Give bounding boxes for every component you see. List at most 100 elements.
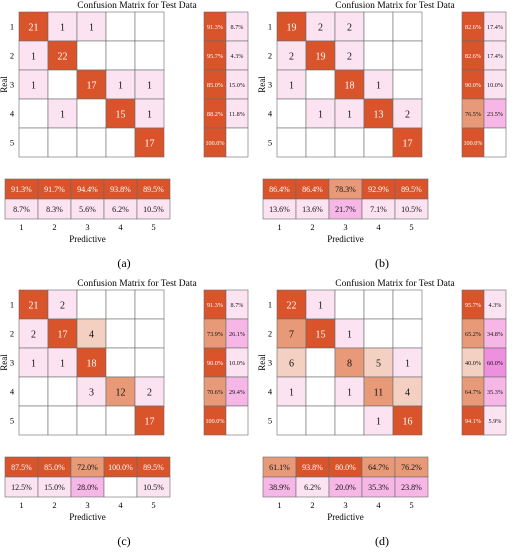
matrix-cell: [392, 318, 423, 349]
row-error-cell: [483, 405, 507, 436]
matrix-cell: [334, 405, 365, 436]
panel-label: (b): [375, 256, 389, 270]
cell-value: 17: [58, 330, 68, 341]
col-tick-label: 3: [85, 500, 89, 510]
col-error-value: 23.8%: [401, 483, 422, 492]
col-error-value: 7.1%: [370, 205, 387, 214]
row-error-value: 60.0%: [487, 360, 503, 367]
x-axis-label: Predictive: [69, 234, 106, 244]
matrix-cell: [392, 127, 423, 158]
col-error-cell: [394, 198, 429, 220]
matrix-cell: [47, 318, 78, 349]
row-tick-label: 5: [10, 138, 14, 148]
matrix-cell: [363, 347, 394, 378]
row-accuracy-value: 91.3%: [207, 302, 223, 309]
matrix-cell: [392, 405, 423, 436]
col-error-value: 6.2%: [304, 483, 321, 492]
row-error-value: 8.7%: [231, 24, 244, 31]
row-tick-label: 1: [268, 300, 272, 310]
matrix-cell: [105, 11, 136, 42]
row-tick-label: 1: [268, 22, 272, 32]
matrix-cell: [363, 11, 394, 42]
row-tick-label: 3: [268, 358, 272, 368]
col-accuracy-value: 78.3%: [335, 185, 356, 194]
matrix-cell: [76, 318, 107, 349]
col-tick-label: 4: [376, 500, 381, 510]
cell-value: 1: [31, 359, 36, 370]
matrix-cell: [305, 347, 336, 378]
cell-value: 12: [116, 388, 126, 399]
col-tick-label: 1: [277, 222, 281, 232]
matrix-cell: [305, 127, 336, 158]
col-accuracy-value: 76.2%: [401, 463, 422, 472]
col-error-value: 10.5%: [143, 483, 164, 492]
cell-value: 1: [347, 110, 352, 121]
col-error-value: 8.3%: [46, 205, 63, 214]
matrix-cell: [334, 289, 365, 320]
matrix-cell: [76, 98, 107, 129]
matrix-cell: [363, 289, 394, 320]
row-accuracy-value: 90.0%: [465, 82, 481, 89]
matrix-cell: [134, 318, 165, 349]
y-axis-label: Real: [257, 76, 267, 93]
cell-value: 1: [318, 301, 323, 312]
row-tick-label: 2: [268, 329, 272, 339]
row-error-value: 5.9%: [489, 418, 502, 425]
matrix-cell: [47, 347, 78, 378]
cell-value: 18: [345, 81, 355, 92]
cell-value: 2: [405, 110, 410, 121]
cell-value: 11: [374, 388, 384, 399]
row-accuracy-value: 90.0%: [207, 360, 223, 367]
cell-value: 1: [347, 388, 352, 399]
row-error-value: 34.8%: [487, 331, 503, 338]
panel-label: (d): [375, 534, 389, 548]
matrix-cell: [276, 40, 307, 71]
row-tick-label: 2: [10, 329, 14, 339]
row-accuracy-value: 82.6%: [465, 24, 481, 31]
matrix-cell: [334, 347, 365, 378]
col-accuracy-value: 61.1%: [269, 463, 290, 472]
cell-value: 17: [403, 139, 413, 150]
row-accuracy-value: 76.5%: [465, 111, 481, 118]
row-tick-label: 2: [10, 51, 14, 61]
row-accuracy-value: 91.3%: [207, 24, 223, 31]
col-error-value: 8.7%: [13, 205, 30, 214]
col-tick-label: 1: [19, 222, 23, 232]
matrix-cell: [105, 289, 136, 320]
row-error-cell: [225, 127, 249, 158]
row-accuracy-value: 100.0%: [205, 140, 224, 147]
row-tick-label: 4: [268, 387, 273, 397]
matrix-cell: [105, 405, 136, 436]
row-tick-label: 5: [268, 138, 272, 148]
cell-value: 13: [374, 110, 384, 121]
col-accuracy-value: 94.4%: [77, 185, 98, 194]
row-error-value: 4.3%: [489, 302, 502, 309]
col-error-value: 10.5%: [143, 205, 164, 214]
cell-value: 19: [316, 52, 326, 63]
matrix-cell: [47, 11, 78, 42]
cell-value: 7: [289, 330, 294, 341]
row-tick-label: 3: [268, 80, 272, 90]
cell-value: 1: [147, 110, 152, 121]
cell-value: 21: [29, 301, 39, 312]
row-accuracy-value: 64.7%: [465, 389, 481, 396]
matrix-cell: [363, 405, 394, 436]
col-accuracy-value: 80.0%: [335, 463, 356, 472]
chart-title: Confusion Matrix for Test Data: [77, 278, 197, 289]
matrix-cell: [18, 127, 49, 158]
col-error-value: 20.0%: [335, 483, 356, 492]
matrix-cell: [392, 289, 423, 320]
cell-value: 17: [87, 81, 97, 92]
chart-title: Confusion Matrix for Test Data: [335, 278, 455, 289]
row-tick-label: 4: [10, 387, 15, 397]
matrix-cell: [134, 347, 165, 378]
cell-value: 22: [287, 301, 297, 312]
matrix-cell: [305, 289, 336, 320]
row-accuracy-value: 88.2%: [207, 111, 223, 118]
matrix-cell: [76, 347, 107, 378]
matrix-cell: [276, 11, 307, 42]
matrix-cell: [134, 376, 165, 407]
cell-value: 1: [405, 359, 410, 370]
